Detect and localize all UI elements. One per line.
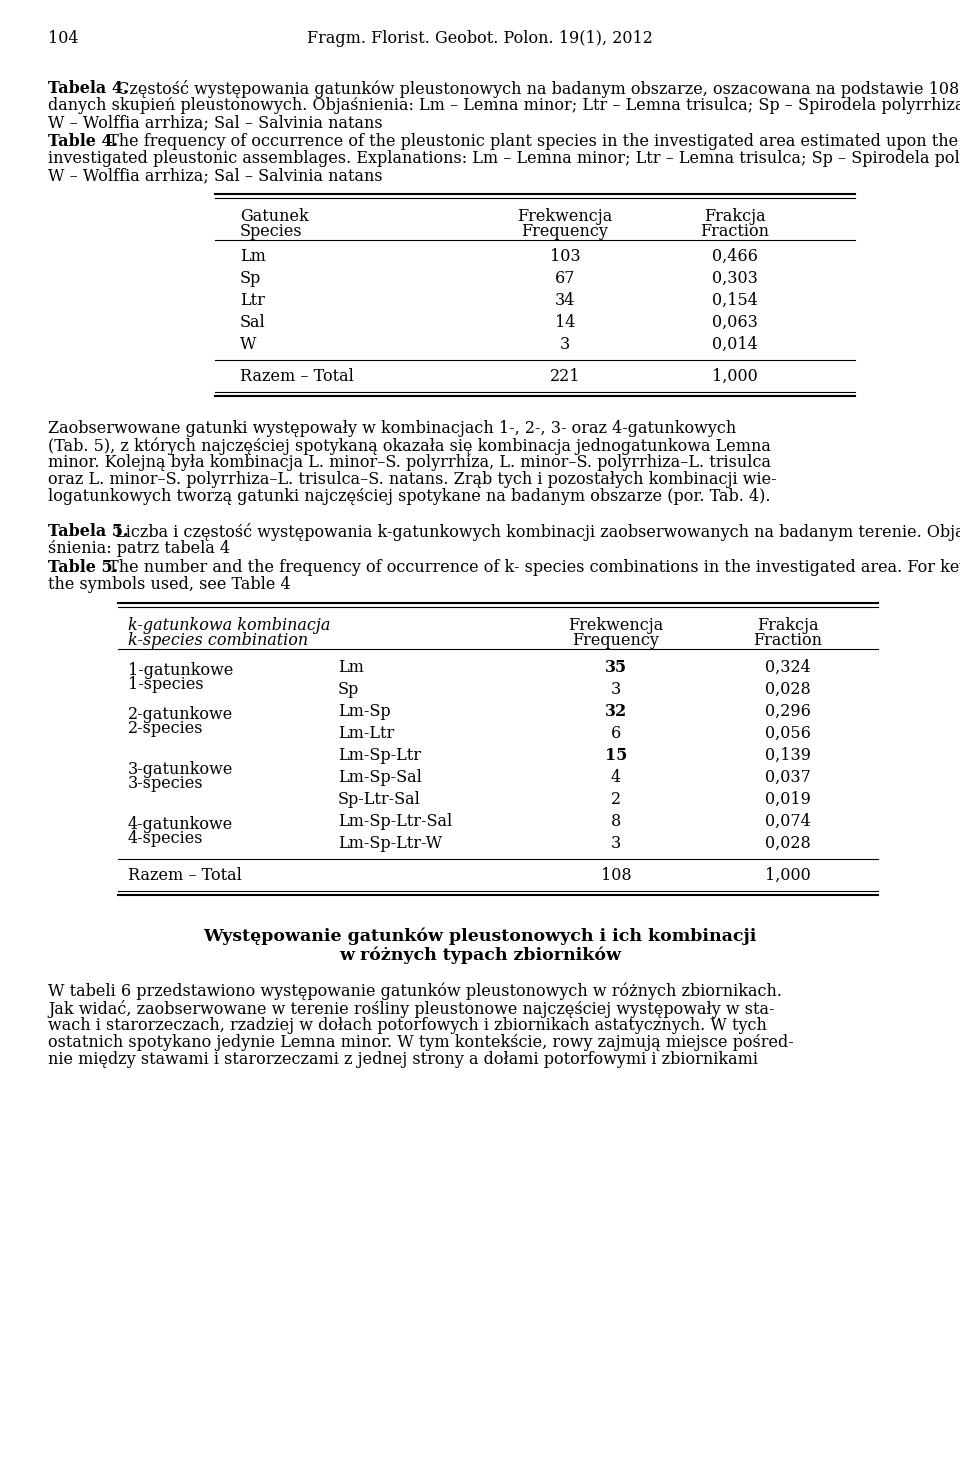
Text: Jak widać, zaobserwowane w terenie rośliny pleustonowe najczęściej występowały w: Jak widać, zaobserwowane w terenie rośli… bbox=[48, 1000, 775, 1018]
Text: Tabela 4.: Tabela 4. bbox=[48, 79, 129, 97]
Text: 2-gatunkowe: 2-gatunkowe bbox=[128, 706, 233, 724]
Text: 1,000: 1,000 bbox=[712, 368, 757, 385]
Text: Frekwencja: Frekwencja bbox=[517, 207, 612, 225]
Text: 0,154: 0,154 bbox=[712, 293, 758, 309]
Text: danych skupień pleustonowych. Objaśnienia: Lm – Lemna minor; Ltr – Lemna trisulc: danych skupień pleustonowych. Objaśnieni… bbox=[48, 97, 960, 113]
Text: Lm-Sp-Ltr-W: Lm-Sp-Ltr-W bbox=[338, 836, 443, 852]
Text: 35: 35 bbox=[605, 659, 627, 677]
Text: 221: 221 bbox=[550, 368, 580, 385]
Text: Sp: Sp bbox=[338, 681, 359, 699]
Text: 2-species: 2-species bbox=[128, 719, 204, 737]
Text: ostatnich spotykano jedynie Lemna minor. W tym kontekście, rowy zajmują miejsce : ostatnich spotykano jedynie Lemna minor.… bbox=[48, 1034, 794, 1050]
Text: 103: 103 bbox=[550, 249, 580, 265]
Text: Sp-Ltr-Sal: Sp-Ltr-Sal bbox=[338, 791, 420, 808]
Text: Lm-Sp-Ltr-Sal: Lm-Sp-Ltr-Sal bbox=[338, 813, 452, 830]
Text: 0,139: 0,139 bbox=[765, 747, 811, 763]
Text: 0,303: 0,303 bbox=[712, 271, 758, 287]
Text: 0,037: 0,037 bbox=[765, 769, 811, 786]
Text: Zaobserwowane gatunki występowały w kombinacjach 1-, 2-, 3- oraz 4-gatunkowych: Zaobserwowane gatunki występowały w komb… bbox=[48, 421, 736, 437]
Text: investigated pleustonic assemblages. Explanations: Lm – Lemna minor; Ltr – Lemna: investigated pleustonic assemblages. Exp… bbox=[48, 150, 960, 168]
Text: The number and the frequency of occurrence of k- species combinations in the inv: The number and the frequency of occurren… bbox=[103, 559, 960, 577]
Text: w różnych typach zbiorników: w różnych typach zbiorników bbox=[339, 946, 621, 964]
Text: Gatunek: Gatunek bbox=[240, 207, 309, 225]
Text: 0,056: 0,056 bbox=[765, 725, 811, 741]
Text: Lm-Sp-Sal: Lm-Sp-Sal bbox=[338, 769, 421, 786]
Text: 14: 14 bbox=[555, 313, 575, 331]
Text: Występowanie gatunków pleustonowych i ich kombinacji: Występowanie gatunków pleustonowych i ic… bbox=[204, 927, 756, 944]
Text: 108: 108 bbox=[601, 866, 632, 884]
Text: Fraction: Fraction bbox=[754, 633, 823, 649]
Text: 104: 104 bbox=[48, 29, 79, 47]
Text: minor. Kolejną była kombinacja L. minor–S. polyrrhiza, L. minor–S. polyrrhiza–L.: minor. Kolejną była kombinacja L. minor–… bbox=[48, 455, 771, 471]
Text: Lm-Ltr: Lm-Ltr bbox=[338, 725, 395, 741]
Text: 34: 34 bbox=[555, 293, 575, 309]
Text: 0,296: 0,296 bbox=[765, 703, 811, 719]
Text: Lm-Sp-Ltr: Lm-Sp-Ltr bbox=[338, 747, 421, 763]
Text: the symbols used, see Table 4: the symbols used, see Table 4 bbox=[48, 577, 291, 593]
Text: 0,074: 0,074 bbox=[765, 813, 811, 830]
Text: 32: 32 bbox=[605, 703, 627, 719]
Text: Lm-Sp: Lm-Sp bbox=[338, 703, 391, 719]
Text: W: W bbox=[240, 335, 256, 353]
Text: 3: 3 bbox=[611, 836, 621, 852]
Text: Sal: Sal bbox=[240, 313, 266, 331]
Text: 67: 67 bbox=[555, 271, 575, 287]
Text: 1,000: 1,000 bbox=[765, 866, 811, 884]
Text: Tabela 5.: Tabela 5. bbox=[48, 524, 129, 540]
Text: Ltr: Ltr bbox=[240, 293, 265, 309]
Text: logatunkowych tworzą gatunki najczęściej spotykane na badanym obszarze (por. Tab: logatunkowych tworzą gatunki najczęściej… bbox=[48, 488, 771, 505]
Text: 2: 2 bbox=[611, 791, 621, 808]
Text: Sp: Sp bbox=[240, 271, 261, 287]
Text: 0,028: 0,028 bbox=[765, 836, 811, 852]
Text: 4: 4 bbox=[611, 769, 621, 786]
Text: 3: 3 bbox=[611, 681, 621, 699]
Text: 3-gatunkowe: 3-gatunkowe bbox=[128, 761, 233, 778]
Text: 3: 3 bbox=[560, 335, 570, 353]
Text: Razem – Total: Razem – Total bbox=[240, 368, 354, 385]
Text: Liczba i częstość występowania k-gatunkowych kombinacji zaobserwowanych na badan: Liczba i częstość występowania k-gatunko… bbox=[110, 524, 960, 541]
Text: Species: Species bbox=[240, 224, 302, 240]
Text: W tabeli 6 przedstawiono występowanie gatunków pleustonowych w różnych zbiornika: W tabeli 6 przedstawiono występowanie ga… bbox=[48, 983, 782, 1000]
Text: Table 4.: Table 4. bbox=[48, 132, 118, 150]
Text: 0,014: 0,014 bbox=[712, 335, 757, 353]
Text: 0,019: 0,019 bbox=[765, 791, 811, 808]
Text: (Tab. 5), z których najczęściej spotykaną okazała się kombinacja jednogatunkowa : (Tab. 5), z których najczęściej spotykan… bbox=[48, 437, 771, 455]
Text: Razem – Total: Razem – Total bbox=[128, 866, 242, 884]
Text: Frakcja: Frakcja bbox=[705, 207, 766, 225]
Text: Częstość występowania gatunków pleustonowych na badanym obszarze, oszacowana na : Częstość występowania gatunków pleustono… bbox=[112, 79, 960, 99]
Text: 6: 6 bbox=[611, 725, 621, 741]
Text: Frakcja: Frakcja bbox=[757, 616, 819, 634]
Text: 4-gatunkowe: 4-gatunkowe bbox=[128, 816, 233, 833]
Text: 1-gatunkowe: 1-gatunkowe bbox=[128, 662, 233, 680]
Text: Lm: Lm bbox=[338, 659, 364, 677]
Text: oraz L. minor–S. polyrrhiza–L. trisulca–S. natans. Zrąb tych i pozostałych kombi: oraz L. minor–S. polyrrhiza–L. trisulca–… bbox=[48, 471, 777, 488]
Text: 0,063: 0,063 bbox=[712, 313, 758, 331]
Text: 15: 15 bbox=[605, 747, 627, 763]
Text: Fragm. Florist. Geobot. Polon. 19(1), 2012: Fragm. Florist. Geobot. Polon. 19(1), 20… bbox=[307, 29, 653, 47]
Text: Frekwencja: Frekwencja bbox=[568, 616, 663, 634]
Text: 4-species: 4-species bbox=[128, 830, 204, 847]
Text: k-species combination: k-species combination bbox=[128, 633, 308, 649]
Text: Lm: Lm bbox=[240, 249, 266, 265]
Text: wach i starorzeczach, rzadziej w dołach potorfowych i zbiornikach astatycznych. : wach i starorzeczach, rzadziej w dołach … bbox=[48, 1016, 767, 1034]
Text: W – Wolffia arrhiza; Sal – Salvinia natans: W – Wolffia arrhiza; Sal – Salvinia nata… bbox=[48, 168, 383, 184]
Text: 0,324: 0,324 bbox=[765, 659, 811, 677]
Text: 0,466: 0,466 bbox=[712, 249, 758, 265]
Text: k-gatunkowa kombinacja: k-gatunkowa kombinacja bbox=[128, 616, 330, 634]
Text: Frequency: Frequency bbox=[572, 633, 660, 649]
Text: nie między stawami i starorzeczami z jednej strony a dołami potorfowymi i zbiorn: nie między stawami i starorzeczami z jed… bbox=[48, 1050, 758, 1068]
Text: 8: 8 bbox=[611, 813, 621, 830]
Text: Fraction: Fraction bbox=[701, 224, 770, 240]
Text: The frequency of occurrence of the pleustonic plant species in the investigated : The frequency of occurrence of the pleus… bbox=[103, 132, 960, 150]
Text: W – Wolffia arrhiza; Sal – Salvinia natans: W – Wolffia arrhiza; Sal – Salvinia nata… bbox=[48, 113, 383, 131]
Text: 1-species: 1-species bbox=[128, 677, 204, 693]
Text: śnienia: patrz tabela 4: śnienia: patrz tabela 4 bbox=[48, 540, 230, 558]
Text: Frequency: Frequency bbox=[521, 224, 609, 240]
Text: 0,028: 0,028 bbox=[765, 681, 811, 699]
Text: 3-species: 3-species bbox=[128, 775, 204, 791]
Text: Table 5.: Table 5. bbox=[48, 559, 118, 577]
